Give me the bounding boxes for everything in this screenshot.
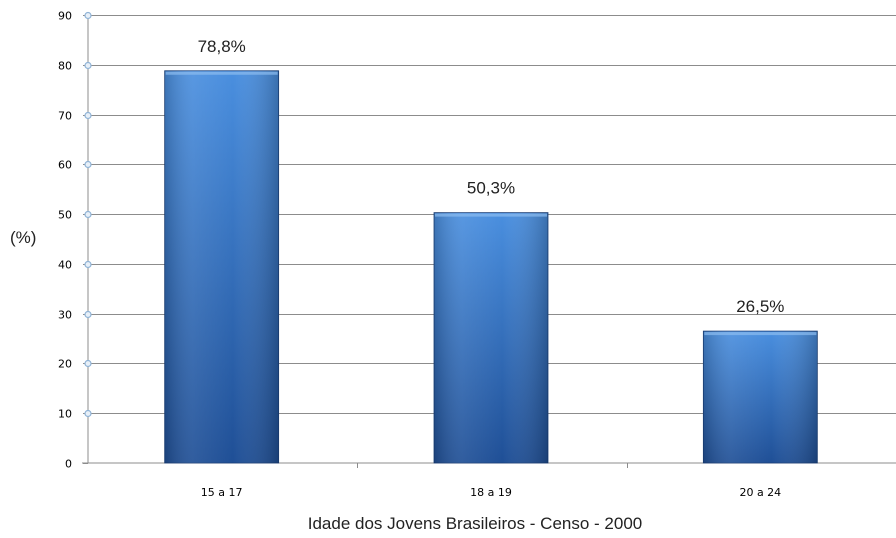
y-tick-marker bbox=[84, 11, 92, 20]
y-tick-marker bbox=[84, 111, 92, 120]
x-tick-label: 15 a 17 bbox=[201, 486, 243, 499]
bar-highlight bbox=[435, 213, 547, 217]
bar-highlight bbox=[165, 71, 278, 75]
y-tick-label: 50 bbox=[58, 209, 72, 222]
data-label: 50,3% bbox=[467, 179, 515, 198]
y-tick-marker bbox=[84, 310, 92, 319]
y-tick-marker bbox=[84, 409, 92, 418]
bars bbox=[164, 70, 818, 464]
y-axis-title: (%) bbox=[10, 228, 36, 247]
bar-shade bbox=[703, 331, 818, 463]
x-tick-label: 20 a 24 bbox=[739, 486, 781, 499]
bar-highlight bbox=[704, 332, 817, 336]
y-tick-marker bbox=[84, 160, 92, 169]
y-tick-label: 20 bbox=[58, 358, 72, 371]
y-tick-marker bbox=[84, 359, 92, 368]
y-tick-label: 30 bbox=[58, 309, 72, 322]
y-tick-label: 0 bbox=[65, 458, 72, 471]
y-tick-label: 10 bbox=[58, 408, 72, 421]
bar-shade bbox=[164, 70, 279, 464]
x-axis-title: Idade dos Jovens Brasileiros - Censo - 2… bbox=[308, 514, 643, 533]
y-tick-marker bbox=[84, 260, 92, 269]
data-label: 78,8% bbox=[198, 37, 246, 56]
y-tick-marker bbox=[84, 210, 92, 219]
bar-shade bbox=[434, 212, 548, 463]
x-tick-label: 18 a 19 bbox=[470, 486, 512, 499]
labels: 0 10 20 30 40 50 60 70 80 90 78,8% 15 a 17 50,3% 18 a… bbox=[58, 10, 784, 500]
y-tick-marker bbox=[84, 61, 92, 70]
y-tick-label: 90 bbox=[58, 10, 72, 23]
y-tick-label: 60 bbox=[58, 159, 72, 172]
y-tick-label: 70 bbox=[58, 110, 72, 123]
data-label: 26,5% bbox=[736, 297, 784, 316]
y-tick-label: 40 bbox=[58, 259, 72, 272]
y-tick-label: 80 bbox=[58, 60, 72, 73]
